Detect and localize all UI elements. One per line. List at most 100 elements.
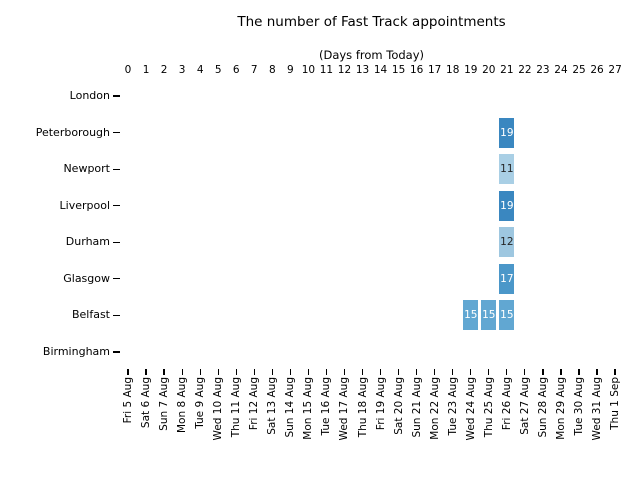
top-tick-label-3: 3 <box>178 64 186 76</box>
x-date-label-day-20: Thu 25 Aug <box>482 377 495 438</box>
x-date-label-day-23: Sun 28 Aug <box>536 377 549 438</box>
heatmap-cell-peterborough-day21[interactable]: 19 <box>499 117 515 148</box>
y-tick-mark <box>113 241 120 243</box>
top-tick-label-24: 24 <box>554 64 568 76</box>
row-label-newport: Newport <box>63 162 110 176</box>
x-tick-mark <box>596 369 598 375</box>
x-date-label-day-15: Sat 20 Aug <box>392 377 405 435</box>
top-tick-label-20: 20 <box>482 64 496 76</box>
x-tick-mark <box>343 369 346 375</box>
x-tick-mark <box>578 369 580 375</box>
x-date-label-day-19: Wed 24 Aug <box>464 377 477 441</box>
heatmap-cell-belfast-day20[interactable]: 15 <box>481 300 497 331</box>
y-tick-mark <box>113 131 120 134</box>
x-date-label-day-2: Sun 7 Aug <box>158 377 171 431</box>
top-tick-label-5: 5 <box>214 64 222 76</box>
top-tick-label-27: 27 <box>608 64 622 76</box>
row-label-belfast: Belfast <box>71 308 110 322</box>
x-tick-mark <box>181 369 183 375</box>
top-tick-label-19: 19 <box>464 64 478 76</box>
x-tick-mark <box>307 369 309 375</box>
x-date-label-day-9: Sun 14 Aug <box>284 377 297 438</box>
x-tick-mark <box>470 369 472 375</box>
x-tick-mark <box>542 369 544 375</box>
x-date-label-day-24: Mon 29 Aug <box>554 377 567 440</box>
row-label-birmingham: Birmingham <box>42 344 110 358</box>
row-label-peterborough: Peterborough <box>35 125 110 139</box>
x-date-label-day-1: Sat 6 Aug <box>140 377 153 429</box>
x-tick-mark <box>361 369 364 375</box>
x-tick-mark <box>434 369 436 375</box>
x-date-label-day-18: Tue 23 Aug <box>446 377 459 436</box>
top-tick-label-18: 18 <box>446 64 460 76</box>
x-tick-mark <box>271 369 273 375</box>
x-tick-mark <box>560 369 562 375</box>
row-label-liverpool: Liverpool <box>59 198 110 212</box>
y-tick-mark <box>113 314 120 316</box>
y-tick-mark <box>113 205 120 207</box>
x-date-label-day-11: Tue 16 Aug <box>320 377 333 436</box>
top-tick-label-14: 14 <box>373 64 388 76</box>
row-label-london: London <box>69 89 110 102</box>
heatmap-cell-belfast-day21[interactable]: 15 <box>499 300 515 331</box>
x-date-label-day-7: Fri 12 Aug <box>248 377 261 431</box>
top-tick-label-6: 6 <box>232 64 240 76</box>
x-date-label-day-25: Tue 30 Aug <box>573 377 585 436</box>
x-date-label-day-10: Mon 15 Aug <box>302 377 315 440</box>
x-date-label-day-6: Thu 11 Aug <box>230 377 243 438</box>
top-tick-label-7: 7 <box>250 64 258 76</box>
top-tick-label-1: 1 <box>142 64 150 76</box>
y-tick-mark <box>113 95 120 97</box>
x-tick-mark <box>398 369 400 375</box>
x-date-label-day-27: Thu 1 Sep <box>609 377 622 430</box>
x-tick-mark <box>253 369 255 375</box>
x-tick-mark <box>325 369 328 375</box>
top-tick-label-22: 22 <box>518 64 532 76</box>
top-tick-label-0: 0 <box>124 64 132 76</box>
x-tick-mark <box>163 369 165 375</box>
x-tick-mark <box>524 369 526 375</box>
heatmap-cell-glasgow-day21[interactable]: 17 <box>499 263 515 294</box>
x-date-label-day-17: Mon 22 Aug <box>428 377 441 440</box>
top-tick-label-10: 10 <box>301 64 316 76</box>
heatmap-cell-newport-day21[interactable]: 11 <box>499 154 515 185</box>
x-date-label-day-22: Sat 27 Aug <box>518 377 531 435</box>
top-tick-label-12: 12 <box>337 64 352 76</box>
x-tick-mark <box>488 369 490 375</box>
top-tick-label-13: 13 <box>355 64 370 76</box>
x-date-label-day-26: Wed 31 Aug <box>591 377 604 441</box>
top-tick-label-21: 21 <box>500 64 514 76</box>
x-date-label-day-5: Wed 10 Aug <box>212 377 225 441</box>
top-tick-label-11: 11 <box>319 64 334 76</box>
top-tick-label-2: 2 <box>160 64 168 76</box>
x-tick-mark <box>145 369 147 375</box>
y-tick-mark <box>113 351 120 353</box>
x-tick-mark <box>379 369 382 375</box>
top-tick-label-17: 17 <box>427 64 442 76</box>
x-tick-mark <box>199 369 201 375</box>
heatmap-cell-belfast-day19[interactable]: 15 <box>463 300 479 331</box>
top-tick-label-16: 16 <box>409 64 424 76</box>
x-date-label-day-0: Fri 5 Aug <box>122 377 134 424</box>
heatmap-cell-durham-day21[interactable]: 12 <box>499 227 515 258</box>
x-tick-mark <box>289 369 291 375</box>
top-tick-label-9: 9 <box>287 64 294 76</box>
row-label-durham: Durham <box>65 235 110 249</box>
top-tick-label-8: 8 <box>268 64 276 76</box>
x-date-label-day-3: Mon 8 Aug <box>176 377 189 433</box>
x-tick-mark <box>416 369 418 375</box>
y-tick-mark <box>113 278 120 280</box>
heatmap-cell-liverpool-day21[interactable]: 19 <box>499 190 515 221</box>
x-date-label-day-14: Fri 19 Aug <box>374 377 387 431</box>
top-axis-label: (Days from Today) <box>318 48 424 62</box>
x-tick-mark <box>452 369 454 375</box>
top-tick-label-25: 25 <box>572 64 586 76</box>
x-date-label-day-13: Thu 18 Aug <box>356 377 369 438</box>
x-date-label-day-16: Sun 21 Aug <box>410 377 423 438</box>
x-tick-mark <box>235 369 237 375</box>
x-tick-mark <box>614 369 616 375</box>
x-date-label-day-12: Wed 17 Aug <box>338 377 351 441</box>
x-date-label-day-8: Sat 13 Aug <box>266 377 279 435</box>
top-tick-label-15: 15 <box>391 64 406 76</box>
